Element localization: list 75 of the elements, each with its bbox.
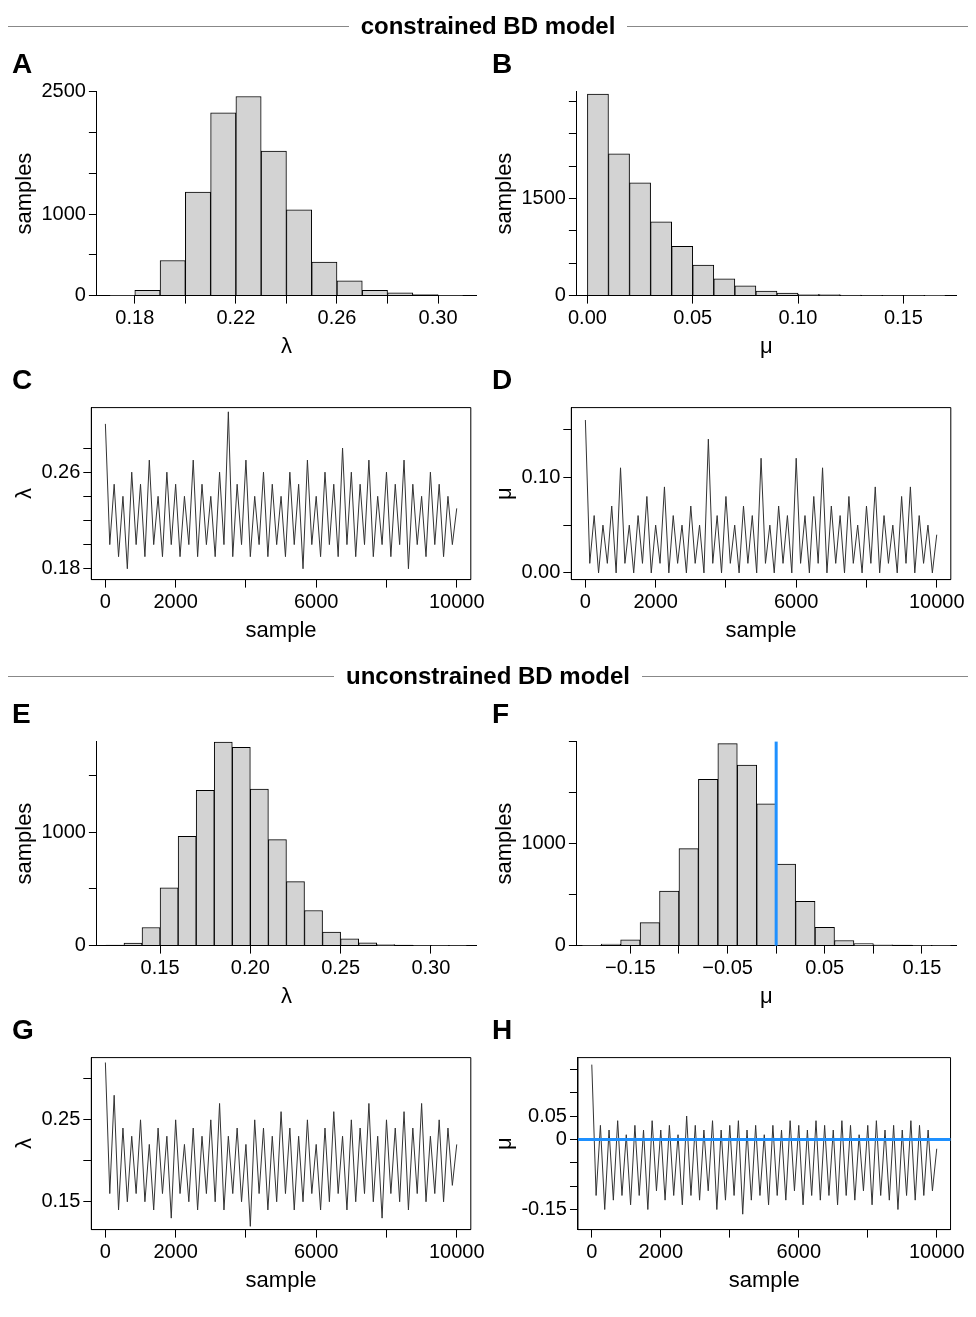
x-tick-label: 0.30 (411, 956, 451, 979)
y-tick-label: 0.15 (41, 1189, 81, 1212)
chart-title: F (492, 697, 510, 729)
y-tick-label: 1500 (521, 185, 566, 208)
x-axis-title: μ (760, 982, 773, 1008)
x-tick-label: 0 (586, 1240, 598, 1263)
x-axis-title: λ (280, 332, 292, 358)
x-tick-label: 0.05 (805, 956, 845, 979)
x-axis-title: λ (280, 982, 292, 1008)
y-tick-label: 0.00 (521, 560, 561, 583)
x-tick-label: 6000 (776, 1240, 822, 1263)
x-tick-label: 0.15 (902, 956, 942, 979)
x-tick-label: 0.30 (418, 306, 458, 329)
chart-title: H (492, 1013, 513, 1045)
x-tick-label: 0 (99, 590, 111, 613)
chart-title: A (12, 47, 33, 79)
y-axis-title: λ (11, 488, 37, 500)
y-tick-label: 0 (554, 933, 566, 956)
chart-title: C (12, 363, 33, 395)
y-tick-label: 1000 (521, 831, 566, 854)
x-tick-label: 10000 (908, 1240, 965, 1263)
x-tick-label: 10000 (908, 590, 965, 613)
y-axis-title: μ (491, 1137, 517, 1150)
x-tick-label: 2000 (153, 590, 198, 613)
y-tick-label: 2500 (41, 79, 86, 102)
y-tick-label: 0 (74, 933, 86, 956)
y-axis-title: λ (11, 1138, 37, 1150)
chart-title: G (12, 1013, 34, 1045)
x-tick-label: 6000 (293, 1240, 339, 1263)
y-tick-label: -0.15 (521, 1197, 567, 1220)
x-tick-label: −0.15 (605, 956, 656, 979)
x-tick-label: 0.20 (230, 956, 270, 979)
x-tick-label: 2000 (633, 590, 678, 613)
x-tick-label: 0.22 (216, 306, 256, 329)
x-tick-label: 0.15 (883, 306, 923, 329)
text: constrained BD model (360, 12, 616, 40)
chart-title: D (492, 363, 513, 395)
x-axis-title: sample (728, 1266, 800, 1292)
x-axis-title: sample (725, 616, 797, 642)
y-tick-label: 1000 (41, 201, 86, 224)
x-axis-title: sample (245, 616, 317, 642)
y-tick-label: 0 (74, 283, 86, 306)
x-tick-label: 0.25 (321, 956, 361, 979)
x-tick-label: 0.18 (115, 306, 155, 329)
x-tick-label: 6000 (773, 590, 819, 613)
y-tick-label: 0 (554, 283, 566, 306)
x-tick-label: 0.10 (778, 306, 818, 329)
x-tick-label: 0.05 (673, 306, 713, 329)
x-axis-title: sample (245, 1266, 317, 1292)
text: unconstrained BD model (345, 662, 631, 690)
y-axis-title: samples (11, 152, 37, 235)
y-axis-title: samples (491, 802, 517, 885)
y-axis-title: μ (491, 487, 517, 500)
y-tick-label: 1000 (41, 819, 86, 842)
y-axis-title: samples (11, 802, 37, 885)
x-tick-label: 0.26 (317, 306, 357, 329)
y-axis-title: samples (491, 152, 517, 235)
x-tick-label: −0.05 (702, 956, 753, 979)
y-tick-label: 0.05 (528, 1103, 567, 1126)
y-tick-label: 0.25 (41, 1107, 81, 1130)
x-tick-label: 6000 (293, 590, 339, 613)
x-tick-label: 10000 (428, 590, 485, 613)
x-tick-label: 0 (579, 590, 591, 613)
x-tick-label: 2000 (153, 1240, 198, 1263)
x-axis-title: μ (760, 332, 773, 358)
y-tick-label: 0.18 (41, 556, 81, 579)
x-tick-label: 2000 (638, 1240, 684, 1263)
y-tick-label: 0.26 (41, 459, 81, 482)
y-tick-label: 0 (555, 1126, 567, 1149)
y-tick-label: 0.10 (521, 464, 561, 487)
x-tick-label: 10000 (428, 1240, 485, 1263)
x-tick-label: 0 (99, 1240, 111, 1263)
chart-title: B (492, 47, 513, 79)
chart-title: E (12, 697, 31, 729)
x-tick-label: 0.15 (140, 956, 180, 979)
